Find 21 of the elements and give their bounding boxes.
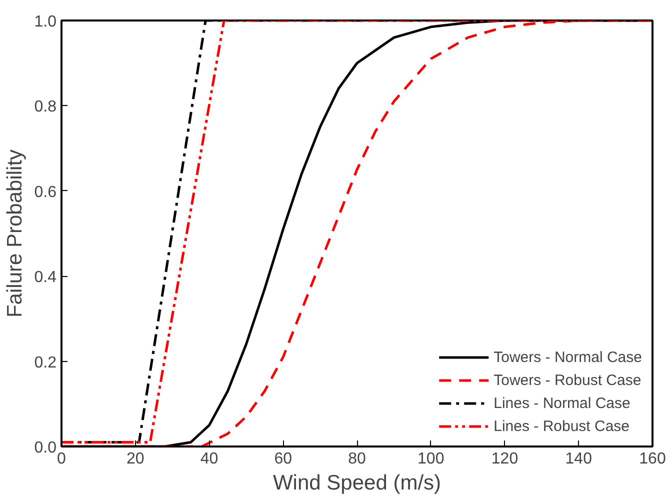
y-tick-label: 0.4 [34, 269, 57, 286]
y-tick-label: 0.2 [34, 354, 57, 372]
x-tick-label: 0 [57, 450, 66, 468]
legend-label: Towers - Robust Case [494, 372, 642, 388]
legend-label: Lines - Robust Case [494, 418, 630, 434]
x-tick-label: 100 [418, 450, 444, 468]
y-tick-label: 0.8 [34, 98, 57, 116]
x-tick-label: 60 [274, 450, 292, 468]
y-tick-label: 1.0 [34, 14, 57, 30]
x-tick-label: 120 [491, 450, 518, 468]
legend-label: Towers - Normal Case [494, 348, 642, 366]
y-axis-title: Failure Probability [3, 148, 26, 318]
x-tick-label: 80 [348, 450, 366, 468]
x-tick-label: 160 [639, 450, 666, 468]
x-axis-title: Wind Speed (m/s) [272, 472, 442, 494]
y-tick-label: 0.6 [34, 184, 57, 201]
x-tick-label: 140 [565, 450, 592, 468]
legend-label: Lines - Normal Case [494, 394, 630, 412]
y-tick-label: 0.0 [34, 440, 57, 456]
x-tick-label: 20 [126, 450, 144, 468]
x-tick-label: 40 [200, 450, 218, 468]
